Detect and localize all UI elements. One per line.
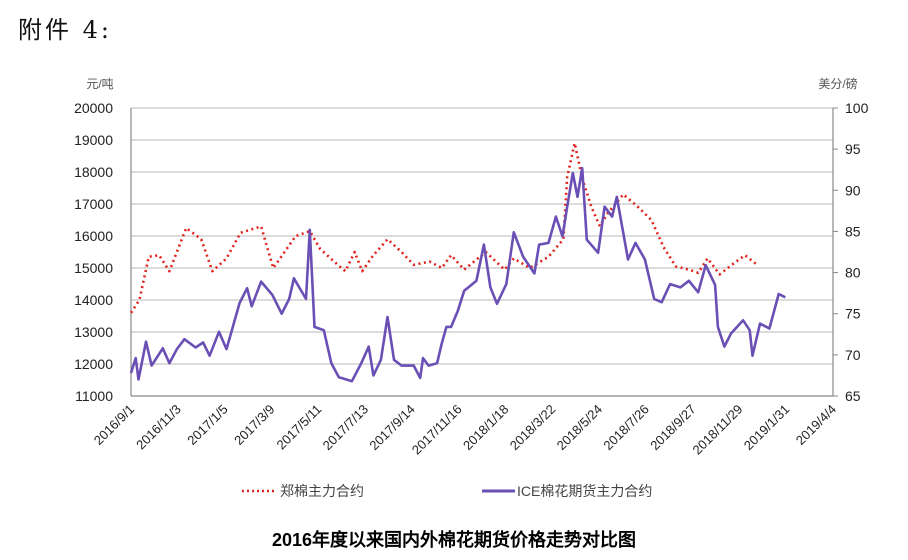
right-tick-label: 80: [845, 265, 861, 281]
left-tick-label: 14000: [74, 292, 113, 308]
x-tick-label: 2018/11/29: [690, 402, 746, 458]
left-tick-label: 20000: [74, 100, 113, 116]
x-tick-label: 2018/7/26: [600, 402, 652, 454]
gridlines: [131, 107, 833, 365]
attachment-heading: 附件 4:: [18, 16, 112, 44]
right-tick-label: 100: [845, 100, 869, 116]
series-lines: [129, 141, 786, 383]
left-tick-label: 16000: [74, 228, 113, 244]
legend-label-ice: ICE棉花期货主力合约: [517, 483, 652, 499]
right-tick-label: 65: [845, 388, 861, 404]
x-tick-label: 2017/1/5: [184, 402, 230, 448]
left-tick-label: 17000: [74, 196, 113, 212]
axes: [130, 107, 838, 397]
chart-title: 2016年度以来国内外棉花期货价格走势对比图: [272, 529, 636, 550]
tick-labels: 11000 12000 13000 14000 15000 16000 17000 18000…: [74, 100, 869, 457]
x-tick-label: 2019/1/31: [741, 402, 793, 454]
x-tick-label: 2018/1/18: [460, 402, 512, 454]
right-tick-label: 70: [845, 347, 861, 363]
left-tick-label: 13000: [74, 324, 113, 340]
x-tick-label: 2017/3/9: [231, 402, 277, 448]
x-tick-label: 2019/4/4: [793, 402, 839, 448]
left-tick-label: 11000: [75, 388, 113, 404]
legend: 郑棉主力合约 ICE棉花期货主力合约: [242, 483, 652, 499]
x-tick-label: 2016/9/1: [91, 402, 137, 448]
x-tick-label: 2017/11/16: [409, 402, 465, 458]
x-tick-label: 2018/5/24: [554, 402, 606, 454]
series-line-zhengzhou: [129, 141, 759, 314]
right-tick-label: 95: [845, 141, 861, 157]
left-tick-label: 18000: [74, 164, 113, 180]
x-tick-label: 2016/11/3: [133, 402, 184, 453]
right-tick-label: 90: [845, 182, 861, 198]
x-tick-label: 2017/5/11: [273, 402, 324, 453]
left-axis-unit: 元/吨: [86, 77, 113, 91]
right-tick-label: 75: [845, 306, 861, 322]
x-tick-label: 2018/3/22: [507, 402, 559, 454]
left-tick-label: 15000: [74, 260, 113, 276]
series-line-ice: [129, 166, 786, 383]
left-tick-label: 19000: [74, 132, 113, 148]
legend-label-zhengzhou: 郑棉主力合约: [280, 483, 364, 499]
right-axis-unit: 美分/磅: [818, 76, 857, 91]
right-tick-label: 85: [845, 223, 861, 239]
x-tick-label: 2017/7/13: [320, 402, 372, 454]
left-tick-label: 12000: [74, 356, 113, 372]
